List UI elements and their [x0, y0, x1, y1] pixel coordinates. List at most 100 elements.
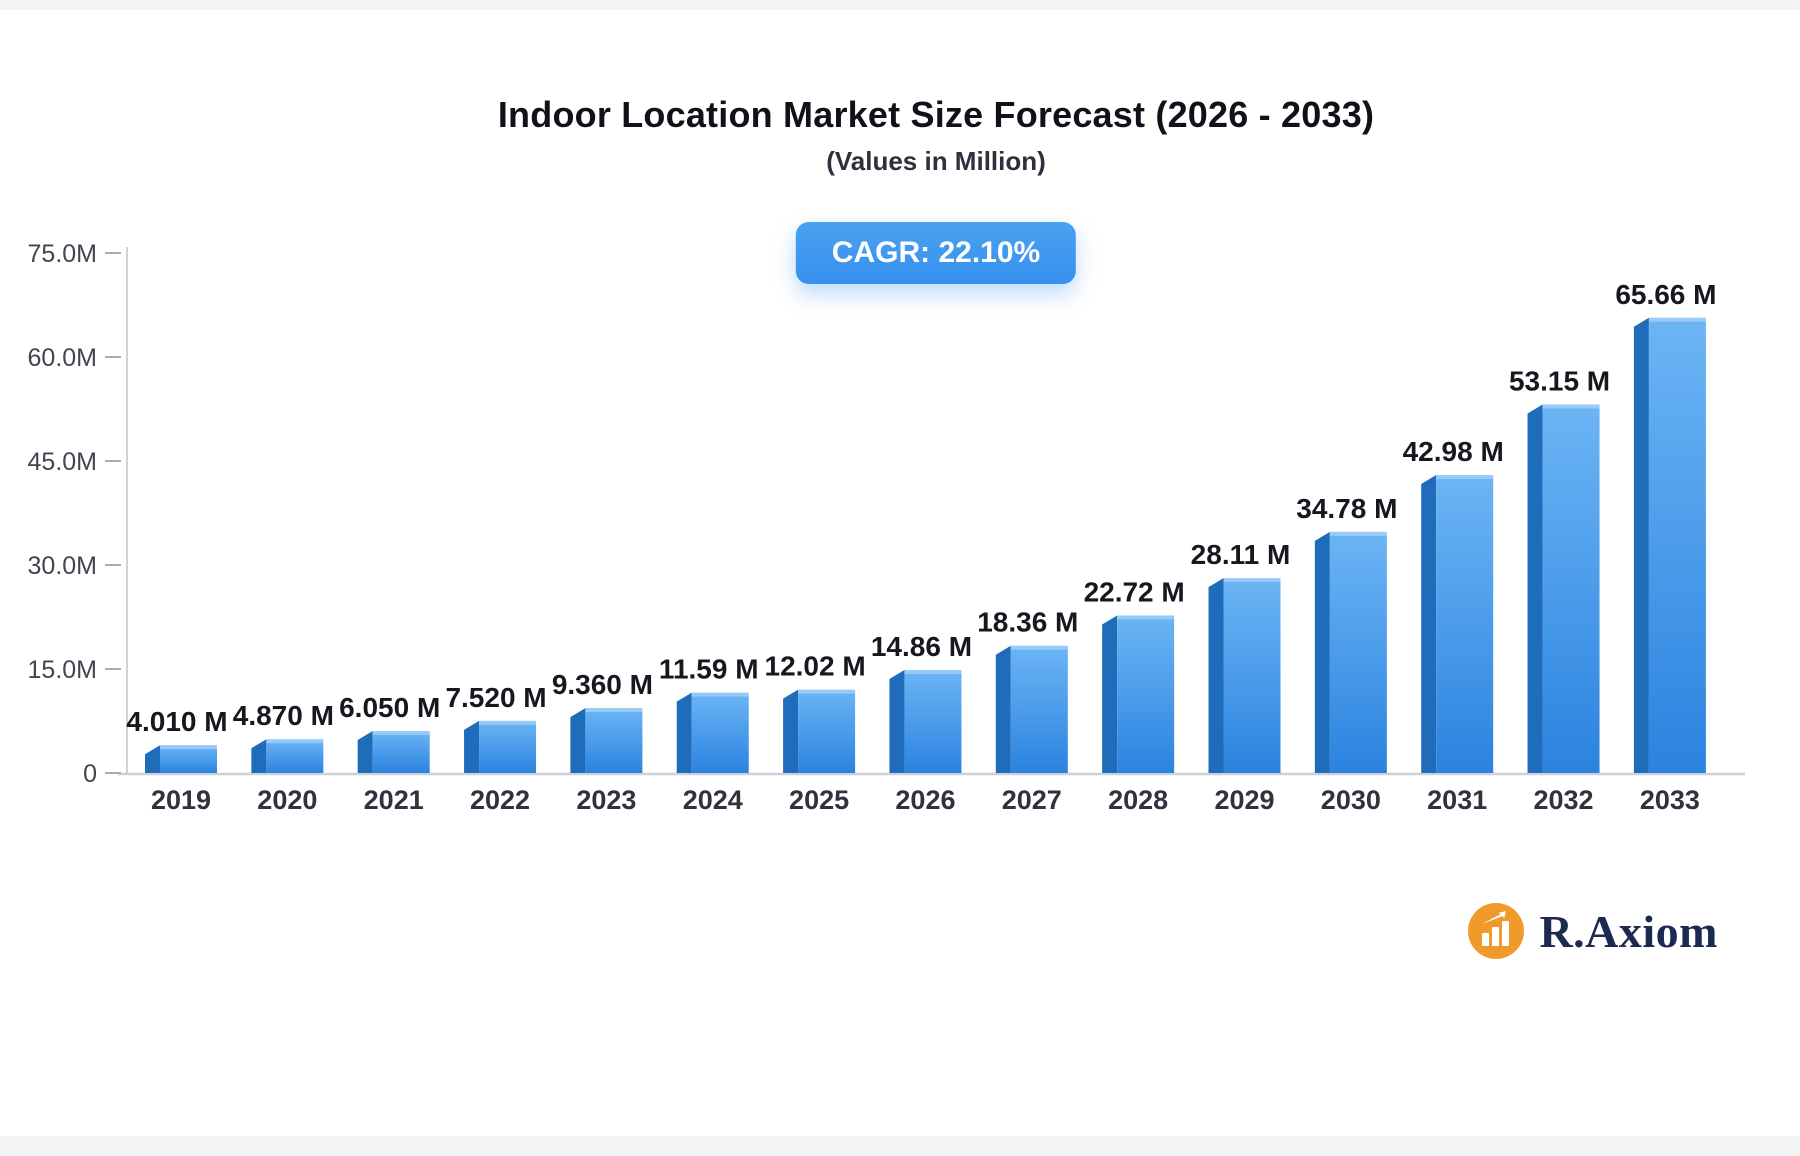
bar-side-face [1421, 475, 1437, 773]
y-axis-label: 15.0M [28, 656, 97, 684]
bar-2028: 22.72 M [1084, 576, 1185, 773]
bar-2023: 9.360 M [552, 669, 653, 773]
x-axis-label: 2033 [1640, 785, 1700, 815]
bar-side-face [251, 739, 267, 773]
x-axis-label: 2027 [1002, 785, 1062, 815]
bar-top-highlight [691, 692, 749, 697]
bar-side-face [464, 720, 480, 773]
bar-front-face [160, 745, 217, 773]
bar-side-face [783, 689, 799, 773]
bar-value-label: 6.050 M [339, 692, 440, 723]
bar-top-highlight [1436, 475, 1494, 480]
bar-side-face [357, 731, 373, 773]
bar-2029: 28.11 M [1191, 539, 1291, 773]
bar-2021: 6.050 M [339, 692, 440, 773]
bar-front-face [266, 739, 324, 773]
bar-2019: 4.010 M [126, 706, 228, 773]
cagr-badge-label: CAGR: 22.10% [831, 236, 1041, 269]
bar-front-face [691, 692, 749, 773]
x-axis-label: 2021 [364, 785, 424, 815]
bar-top-highlight [160, 745, 217, 750]
bar-2027: 18.36 M [977, 607, 1078, 773]
bar-2033: 65.66 M [1615, 279, 1716, 773]
bar-front-face [1010, 645, 1068, 773]
x-axis-label: 2022 [470, 785, 530, 815]
bar-top-highlight [798, 689, 856, 694]
bar-value-label: 18.36 M [977, 607, 1078, 638]
bar-top-highlight [266, 739, 324, 744]
bar-2025: 12.02 M [765, 651, 866, 773]
cagr-badge: CAGR: 22.10% [795, 222, 1077, 284]
page-bottom-edge [0, 1136, 1800, 1156]
bar-front-face [1329, 531, 1387, 773]
x-axis-label: 2031 [1427, 785, 1487, 815]
bar-top-highlight [372, 731, 430, 736]
bar-2030: 34.78 M [1296, 493, 1397, 773]
bar-value-label: 4.870 M [233, 700, 334, 731]
bar-top-highlight [1223, 578, 1281, 583]
bar-top-highlight [585, 708, 643, 713]
bar-2024: 11.59 M [659, 654, 759, 773]
bar-value-label: 4.010 M [126, 706, 227, 737]
bar-value-label: 65.66 M [1615, 279, 1716, 310]
chart-title: Indoor Location Market Size Forecast (20… [497, 94, 1375, 135]
page-top-edge [0, 0, 1800, 10]
x-axis-label: 2019 [151, 785, 211, 815]
bar-front-face [904, 669, 962, 773]
bar-front-face [372, 731, 430, 773]
bar-value-label: 53.15 M [1509, 365, 1610, 396]
bar-side-face [1314, 531, 1330, 773]
x-axis-label: 2025 [789, 785, 849, 815]
bar-value-label: 22.72 M [1084, 576, 1185, 607]
bar-side-face [676, 692, 692, 773]
bar-value-label: 28.11 M [1191, 539, 1291, 570]
bar-top-highlight [1329, 531, 1387, 536]
bar-value-label: 42.98 M [1403, 436, 1504, 467]
y-axis-label: 60.0M [28, 344, 97, 372]
bar-side-face [1208, 578, 1224, 773]
bar-front-face [479, 720, 537, 773]
chart-subtitle: (Values in Million) [826, 146, 1046, 176]
bar-2020: 4.870 M [233, 700, 334, 773]
bar-front-face [1542, 404, 1600, 773]
x-axis-label: 2024 [683, 785, 743, 815]
bar-front-face [1223, 578, 1281, 773]
x-axis-label: 2020 [257, 785, 317, 815]
bar-top-highlight [1648, 317, 1706, 322]
y-axis-label: 0 [83, 760, 97, 788]
bar-top-highlight [1010, 645, 1068, 650]
bar-side-face [1527, 404, 1543, 773]
y-axis-label: 75.0M [28, 240, 97, 268]
bar-value-label: 12.02 M [765, 651, 866, 682]
bar-top-highlight [479, 720, 537, 725]
bar-front-face [1436, 475, 1494, 773]
y-axis-label: 30.0M [28, 552, 97, 580]
bar-side-face [995, 645, 1011, 773]
bar-front-face [585, 708, 643, 773]
bar-side-face [145, 745, 160, 773]
bar-2032: 53.15 M [1509, 365, 1610, 773]
y-axis-label: 45.0M [28, 448, 97, 476]
bar-top-highlight [1117, 615, 1175, 620]
chart-header: Indoor Location Market Size Forecast (20… [72, 94, 1800, 177]
bar-side-face [1633, 317, 1649, 773]
bar-front-face [1648, 317, 1706, 773]
bar-front-face [798, 689, 856, 773]
x-axis-label: 2032 [1534, 785, 1594, 815]
brand-chart-icon [1468, 903, 1525, 959]
bar-front-face [1117, 615, 1175, 773]
x-axis-label: 2028 [1108, 785, 1168, 815]
x-axis-label: 2030 [1321, 785, 1381, 815]
bar-top-highlight [1542, 404, 1600, 409]
bar-value-label: 7.520 M [445, 682, 546, 713]
x-axis-label: 2026 [895, 785, 955, 815]
bar-2026: 14.86 M [871, 631, 972, 773]
x-axis-label: 2029 [1214, 785, 1274, 815]
bar-value-label: 11.59 M [659, 654, 759, 685]
bar-side-face [1102, 615, 1118, 773]
bar-value-label: 34.78 M [1296, 493, 1397, 524]
bar-2031: 42.98 M [1403, 436, 1504, 773]
x-axis-label: 2023 [576, 785, 636, 815]
